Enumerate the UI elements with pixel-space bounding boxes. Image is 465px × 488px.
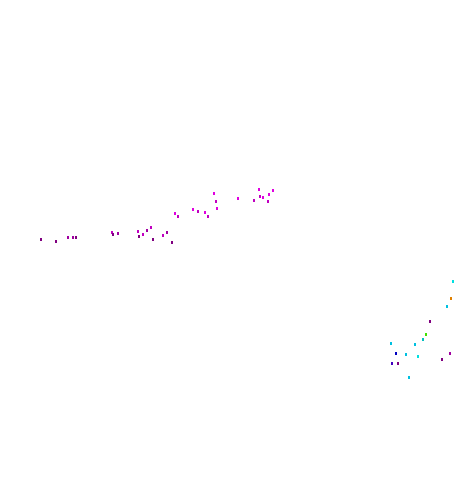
- speck: [138, 235, 140, 238]
- speck: [446, 305, 448, 308]
- speck: [213, 192, 215, 195]
- speck: [207, 215, 209, 218]
- speck: [112, 233, 114, 236]
- speck: [111, 231, 113, 234]
- speck: [197, 210, 199, 213]
- speck: [395, 352, 397, 355]
- speck: [75, 236, 77, 239]
- speck: [67, 236, 69, 239]
- speck: [142, 233, 144, 236]
- speck: [452, 280, 454, 283]
- speck: [215, 200, 217, 203]
- speck: [449, 352, 451, 355]
- speck: [429, 320, 431, 323]
- speck: [171, 241, 173, 244]
- speck: [259, 195, 261, 198]
- speck: [253, 199, 255, 202]
- speck: [414, 343, 416, 346]
- speck: [425, 333, 427, 336]
- speck: [391, 362, 393, 365]
- speck: [262, 196, 264, 199]
- speck: [137, 230, 139, 233]
- speck: [55, 240, 57, 243]
- speck: [397, 362, 399, 365]
- speck: [150, 226, 152, 229]
- speck: [174, 212, 176, 215]
- speck: [177, 215, 179, 218]
- speck: [268, 193, 270, 196]
- speck: [450, 297, 452, 300]
- speck: [267, 200, 269, 203]
- speck: [152, 238, 154, 241]
- speck: [422, 338, 424, 341]
- speck: [192, 208, 194, 211]
- speck: [216, 207, 218, 210]
- speck: [162, 234, 164, 237]
- speck: [72, 236, 74, 239]
- speck: [204, 211, 206, 214]
- speck: [166, 231, 168, 234]
- speck: [40, 238, 42, 241]
- speck: [272, 189, 274, 192]
- speck: [417, 355, 419, 358]
- speck: [146, 229, 148, 232]
- speck: [408, 376, 410, 379]
- speck: [390, 342, 392, 345]
- speck: [405, 353, 407, 356]
- speck: [237, 197, 239, 200]
- speck: [117, 232, 119, 235]
- speck: [441, 358, 443, 361]
- speck: [258, 188, 260, 191]
